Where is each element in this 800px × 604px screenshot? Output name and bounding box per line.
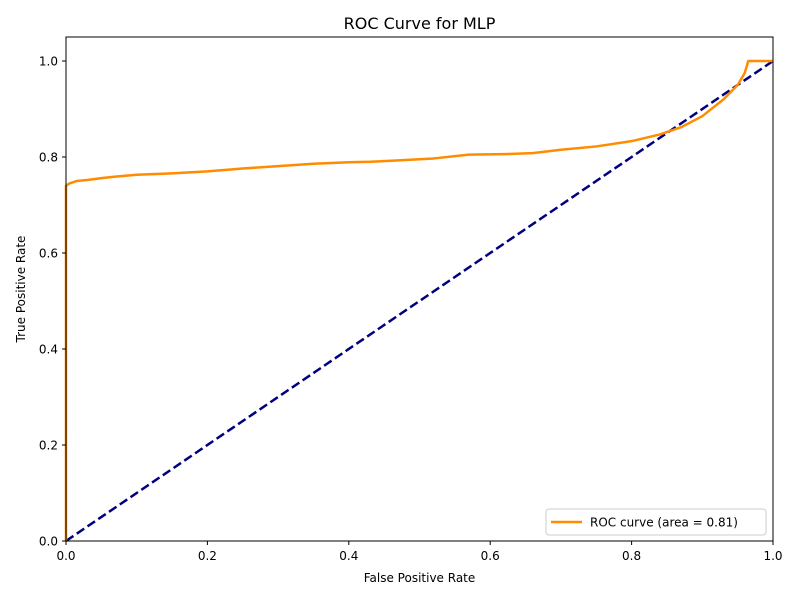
y-axis-label: True Positive Rate: [14, 236, 28, 344]
x-tick-label: 0.6: [481, 549, 500, 563]
y-axis: 0.0 0.2 0.4 0.6 0.8 1.0: [39, 55, 66, 549]
y-tick-label: 0.2: [39, 439, 58, 453]
legend: ROC curve (area = 0.81): [545, 508, 767, 536]
x-tick-label: 0.4: [339, 549, 358, 563]
legend-label: ROC curve (area = 0.81): [590, 516, 738, 530]
legend-box: [545, 508, 767, 536]
plot-frame: [65, 36, 774, 542]
roc-curve-line: [64, 59, 773, 541]
y-tick-label: 0.0: [39, 535, 58, 549]
plot-area: [64, 59, 774, 543]
y-tick-label: 0.6: [39, 247, 58, 261]
y-tick-label: 0.8: [39, 151, 58, 165]
chart-title: ROC Curve for MLP: [344, 14, 496, 33]
x-axis-label: False Positive Rate: [364, 571, 476, 585]
y-tick-label: 0.4: [39, 343, 58, 357]
x-tick-label: 0.0: [56, 549, 75, 563]
x-axis: 0.0 0.2 0.4 0.6 0.8 1.0: [56, 541, 783, 563]
x-tick-label: 0.8: [622, 549, 641, 563]
y-tick-label: 1.0: [39, 55, 58, 69]
x-tick-label: 0.2: [198, 549, 217, 563]
x-tick-label: 1.0: [763, 549, 782, 563]
